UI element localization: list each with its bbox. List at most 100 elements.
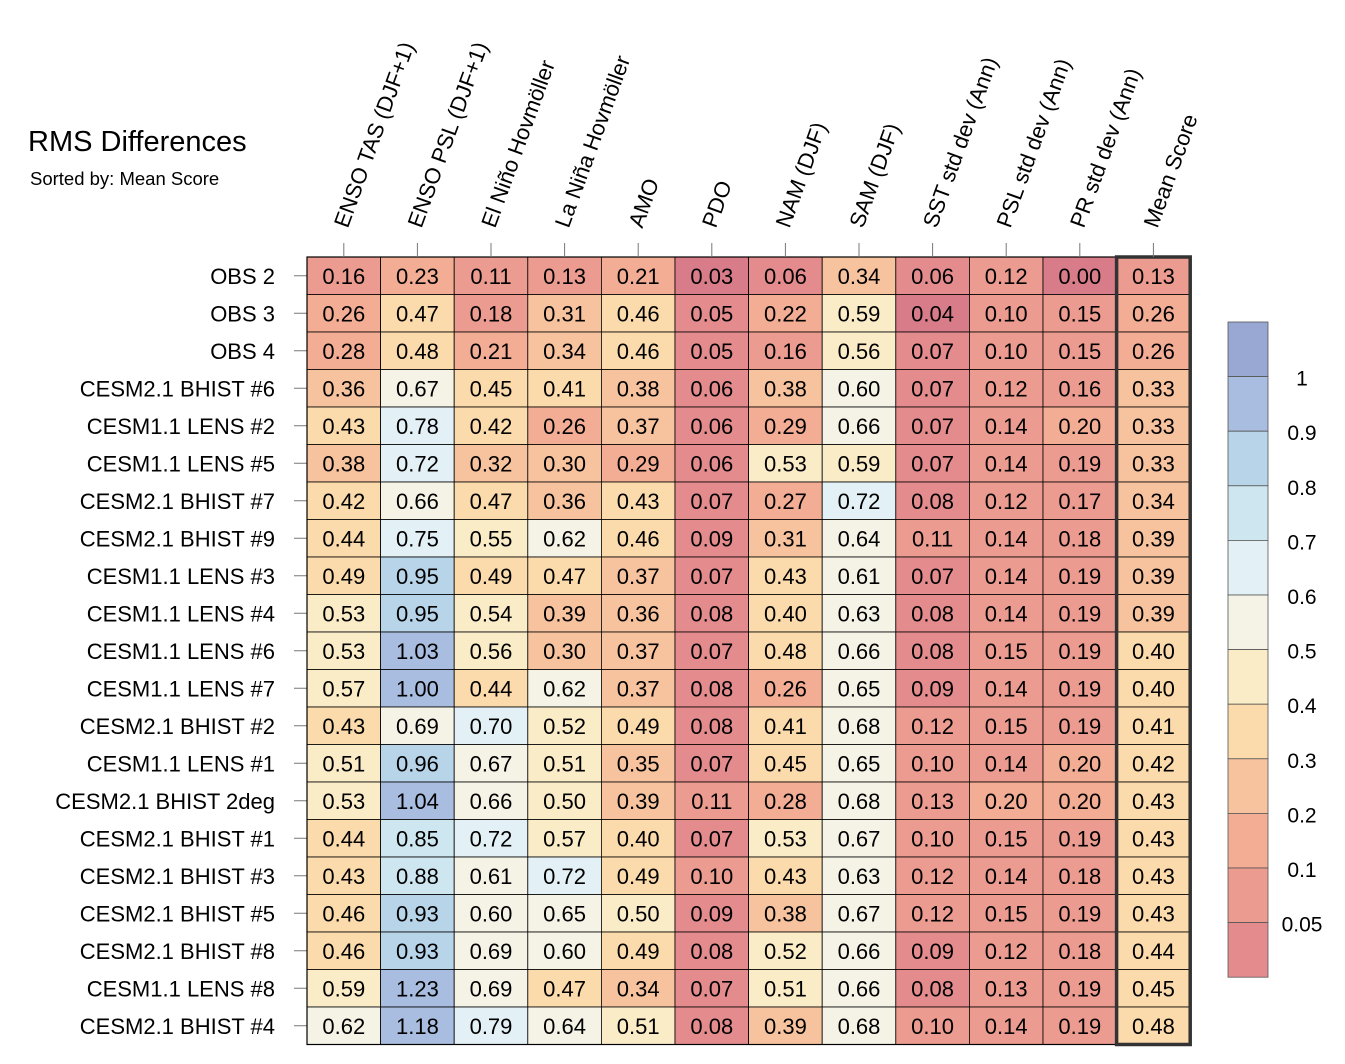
cell-value: 0.07 <box>690 976 733 1001</box>
cell-value: 0.50 <box>543 789 586 814</box>
heatmap-cell <box>527 594 602 633</box>
cell-value: 0.21 <box>470 339 513 364</box>
cell-value: 0.19 <box>1058 1014 1101 1039</box>
colorbar-tick-label: 0.8 <box>1287 477 1316 500</box>
heatmap-cell <box>601 1006 676 1045</box>
cell-value: 0.66 <box>838 639 881 664</box>
heatmap-cell <box>1042 256 1117 295</box>
cell-value: 0.06 <box>690 376 733 401</box>
heatmap-cell <box>601 556 676 595</box>
cell-value: 0.34 <box>1132 489 1175 514</box>
cell-value: 0.46 <box>322 939 365 964</box>
heatmap-cell <box>601 931 676 970</box>
heatmap-cell <box>1116 706 1191 745</box>
heatmap-cell <box>1116 444 1191 483</box>
heatmap-cell <box>1116 594 1191 633</box>
cell-value: 0.48 <box>764 639 807 664</box>
cell-value: 0.51 <box>617 1014 660 1039</box>
cell-value: 0.33 <box>1132 451 1175 476</box>
column-label: AMO <box>623 175 664 231</box>
cell-value: 0.45 <box>470 376 513 401</box>
cell-value: 0.12 <box>985 264 1028 289</box>
row-label: CESM2.1 BHIST #4 <box>80 1014 275 1039</box>
cell-value: 0.64 <box>838 526 881 551</box>
heatmap-cell <box>1042 744 1117 783</box>
heatmap-cell <box>527 781 602 820</box>
cell-value: 0.13 <box>911 789 954 814</box>
cell-value: 0.66 <box>396 489 439 514</box>
heatmap-cell <box>601 781 676 820</box>
cell-value: 0.57 <box>543 826 586 851</box>
cell-value: 0.65 <box>838 751 881 776</box>
heatmap-cell <box>380 706 455 745</box>
heatmap-cell <box>674 406 749 445</box>
cell-value: 0.14 <box>985 526 1028 551</box>
cell-value: 0.61 <box>470 864 513 889</box>
heatmap-cell <box>748 969 823 1008</box>
cell-value: 0.07 <box>911 339 954 364</box>
cell-value: 0.15 <box>985 901 1028 926</box>
cell-value: 0.07 <box>690 489 733 514</box>
colorbar-band <box>1227 922 1269 978</box>
heatmap-cell <box>306 594 381 633</box>
heatmap-cell <box>1042 856 1117 895</box>
heatmap-cell <box>1042 631 1117 670</box>
cell-value: 0.08 <box>911 601 954 626</box>
heatmap-cell <box>380 369 455 408</box>
heatmap-cell <box>306 556 381 595</box>
cell-value: 0.19 <box>1058 826 1101 851</box>
heatmap-cell <box>969 669 1044 708</box>
heatmap-cell <box>748 631 823 670</box>
cell-value: 0.49 <box>617 714 660 739</box>
heatmap-cell <box>969 894 1044 933</box>
heatmap-cell <box>748 894 823 933</box>
column-label: NAM (DJF) <box>771 119 832 231</box>
heatmap-cell <box>674 369 749 408</box>
heatmap-cell <box>601 669 676 708</box>
row-label: OBS 4 <box>210 339 275 364</box>
heatmap-cell <box>453 519 529 558</box>
heatmap-cell <box>895 594 970 633</box>
cell-value: 0.33 <box>1132 376 1175 401</box>
cell-value: 0.39 <box>617 789 660 814</box>
cell-value: 0.40 <box>1132 639 1175 664</box>
cell-value: 0.39 <box>1132 526 1175 551</box>
cell-value: 0.14 <box>985 751 1028 776</box>
cell-value: 0.39 <box>543 601 586 626</box>
cell-value: 0.41 <box>1132 714 1175 739</box>
row-label: CESM2.1 BHIST #2 <box>80 714 275 739</box>
cell-value: 0.67 <box>470 751 513 776</box>
heatmap-cell <box>453 931 529 970</box>
cell-value: 0.12 <box>911 714 954 739</box>
cell-value: 0.37 <box>617 639 660 664</box>
heatmap-cell <box>453 631 529 670</box>
cell-value: 0.53 <box>764 451 807 476</box>
cell-value: 0.66 <box>838 976 881 1001</box>
heatmap-cell <box>601 444 676 483</box>
cell-value: 0.31 <box>764 526 807 551</box>
heatmap-cell <box>453 781 529 820</box>
heatmap-cell <box>969 706 1044 745</box>
cell-value: 0.68 <box>838 714 881 739</box>
heatmap-cell <box>1116 519 1191 558</box>
cell-value: 0.14 <box>985 601 1028 626</box>
colorbar-tick-label: 1 <box>1296 368 1308 391</box>
cell-value: 0.60 <box>470 901 513 926</box>
cell-value: 0.61 <box>838 564 881 589</box>
cell-value: 0.95 <box>396 601 439 626</box>
colorbar-tick-label: 0.05 <box>1282 914 1323 937</box>
cell-value: 0.03 <box>690 264 733 289</box>
cell-value: 0.38 <box>322 451 365 476</box>
heatmap-cell <box>380 631 455 670</box>
cell-value: 0.07 <box>911 376 954 401</box>
heatmap-cell <box>674 819 749 858</box>
cell-value: 0.26 <box>1132 339 1175 364</box>
cell-value: 0.06 <box>690 451 733 476</box>
cell-value: 0.39 <box>764 1014 807 1039</box>
heatmap-cell <box>1042 594 1117 633</box>
heatmap-cell <box>527 969 602 1008</box>
heatmap-cell <box>306 969 381 1008</box>
cell-value: 0.05 <box>690 339 733 364</box>
cell-value: 0.27 <box>764 489 807 514</box>
